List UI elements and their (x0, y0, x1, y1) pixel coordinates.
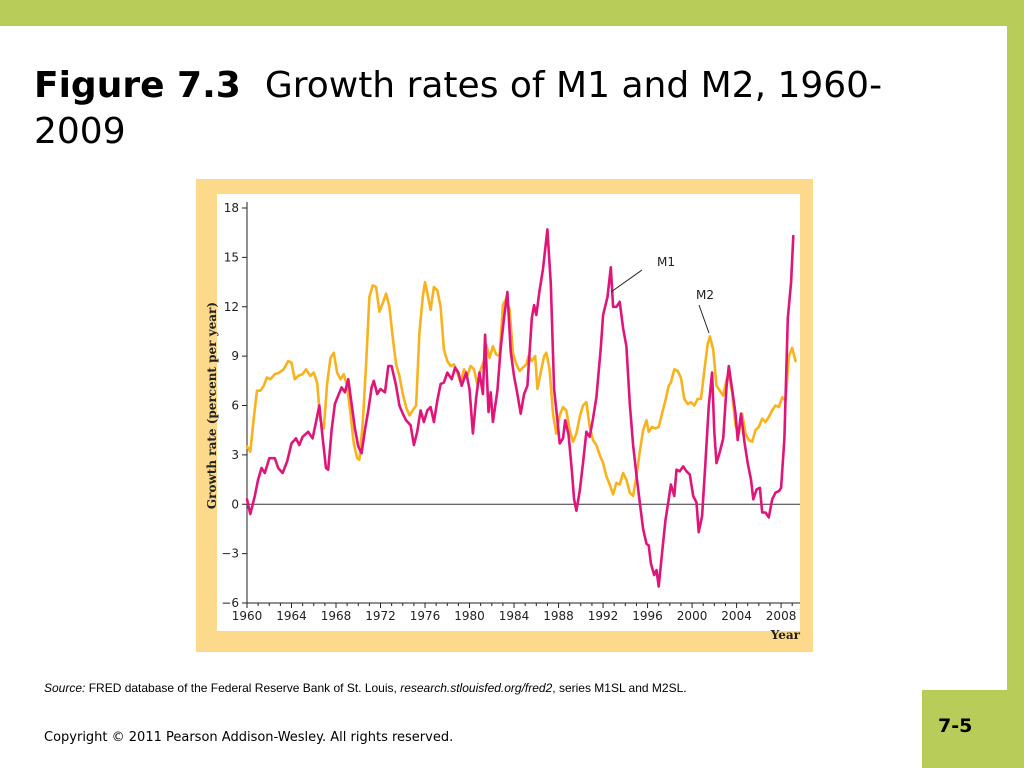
chart-panel: −6 −3 0 3 6 9 12 15 18 1960 1964 1968 1972 1976 1980 19… (196, 179, 813, 652)
x-tick-label: 2008 (766, 609, 797, 623)
series-line-m2 (245, 280, 797, 498)
y-tick-label: 15 (224, 250, 239, 264)
x-tick-label: 1988 (543, 609, 574, 623)
top-accent-bar (0, 0, 1024, 26)
annotations: M1 M2 (610, 255, 714, 334)
x-tick-label: 1992 (588, 609, 619, 623)
x-tick-label: 1972 (365, 609, 396, 623)
x-tick-label: 2000 (677, 609, 708, 623)
page-number-box (922, 690, 1007, 768)
source-note: Source: FRED database of the Federal Res… (44, 681, 687, 695)
annotation-leader-m2 (698, 304, 710, 334)
x-tick-label: 1984 (499, 609, 530, 623)
y-tick-label: −3 (221, 547, 239, 561)
x-tick-label: 1996 (632, 609, 663, 623)
figure-label: Figure 7.3 (34, 65, 241, 106)
figure-caption: Growth rates of M1 and M2, 1960-2009 (34, 65, 883, 152)
copyright-notice: Copyright © 2011 Pearson Addison-Wesley.… (44, 730, 454, 745)
y-tick-label: 0 (231, 497, 239, 511)
y-tick-label: 18 (224, 201, 239, 215)
x-tick-label: 2004 (721, 609, 752, 623)
series-line-m1 (245, 228, 795, 588)
source-text-2: , series M1SL and M2SL. (552, 681, 687, 695)
x-tick-label: 1976 (410, 609, 441, 623)
axes: −6 −3 0 3 6 9 12 15 18 1960 1964 1968 1972 1976 1980 19… (205, 201, 801, 642)
source-text-1: FRED database of the Federal Reserve Ban… (85, 681, 401, 695)
page-number: 7-5 (938, 715, 973, 737)
line-chart: −6 −3 0 3 6 9 12 15 18 1960 1964 1968 1972 1976 1980 19… (205, 194, 801, 642)
slide-title: Figure 7.3 Growth rates of M1 and M2, 196… (34, 63, 934, 155)
y-tick-label: −6 (221, 596, 239, 610)
annotation-label-m2: M2 (696, 288, 714, 302)
x-tick-label: 1964 (276, 609, 307, 623)
annotation-leader-m1 (610, 269, 643, 293)
x-tick-label: 1960 (232, 609, 263, 623)
plot-background (217, 194, 800, 631)
y-tick-label: 6 (231, 399, 239, 413)
annotation-label-m1: M1 (657, 255, 675, 269)
x-tick-label: 1968 (321, 609, 352, 623)
source-label: Source: (44, 681, 86, 695)
y-tick-label: 9 (231, 349, 239, 363)
x-axis-title: Year (770, 628, 801, 642)
y-axis-title: Growth rate (percent per year) (205, 302, 219, 509)
x-tick-label: 1980 (454, 609, 485, 623)
source-url[interactable]: research.stlouisfed.org/fred2 (400, 681, 553, 695)
series (245, 228, 797, 588)
y-tick-label: 12 (224, 300, 239, 314)
right-accent-bar (1007, 26, 1024, 768)
y-tick-label: 3 (231, 448, 239, 462)
